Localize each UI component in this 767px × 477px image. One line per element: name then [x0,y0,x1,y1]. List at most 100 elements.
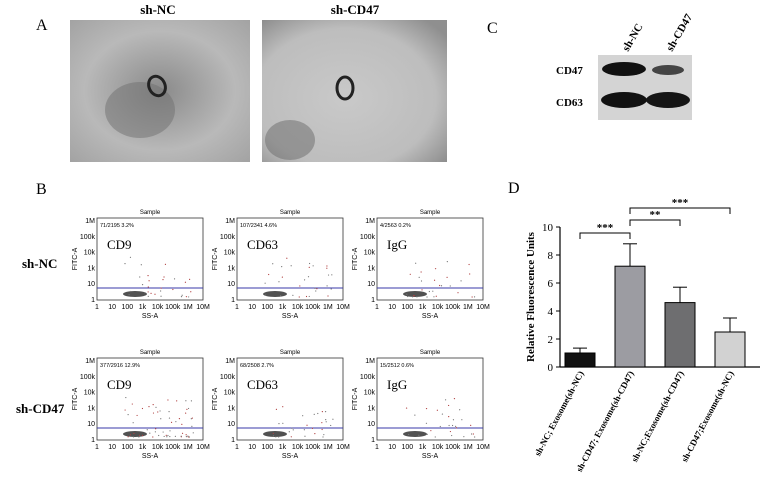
y-tick-label: 0 [548,362,554,374]
y-tick-label: 1M [85,358,95,365]
event-dot [313,413,315,415]
x-axis-label: SS-A [282,453,299,460]
event-dot [449,285,451,287]
y-tick-label: 100k [80,374,96,381]
event-dot [163,435,165,438]
x-tick-label: 1 [375,444,379,451]
event-dot [326,265,328,267]
gate-stat: 377/2916 12.9% [100,363,140,369]
y-tick-label: 1 [91,297,95,304]
event-dot [127,414,129,416]
event-dot [185,400,187,402]
event-dot [168,411,170,413]
event-dot [325,421,327,423]
event-dot [129,256,132,258]
x-tick-label: 1k [279,444,287,451]
event-dot [185,436,188,438]
y-tick-label: 10k [224,250,236,257]
significance-label: *** [672,197,689,209]
x-tick-label: 1k [419,304,427,311]
event-dot [160,418,162,420]
y-tick-label: 100k [360,234,376,241]
event-dot [446,276,448,278]
gate-stat: 107/2341 4.6% [240,223,277,229]
x-tick-label: 10M [476,444,490,451]
y-tick-label: 8 [548,250,554,262]
event-dot [178,418,181,420]
x-tick-label: 10 [108,444,116,451]
event-dot [434,268,437,270]
event-dot [141,407,144,410]
event-dot [411,296,414,298]
y-tick-label: 10k [224,390,236,397]
event-dot [317,412,319,415]
event-dot [141,434,144,437]
event-dot [272,263,274,265]
significance-bracket: *** [579,222,631,239]
event-dot [124,409,126,411]
event-dot [327,295,329,297]
event-dot [282,406,284,408]
event-dot [147,295,149,297]
event-dot [187,407,190,410]
event-dot [444,399,447,401]
event-dot [133,432,135,435]
event-dot [188,296,190,298]
significance-label: *** [597,222,614,234]
event-dot [163,276,165,278]
y-tick-label: 1k [368,405,376,412]
x-tick-label: 10k [432,304,444,311]
event-dot [468,263,470,266]
event-dot [453,398,456,400]
event-dot [470,433,473,435]
x-tick-label: 1k [279,304,287,311]
x-tick-label: 10 [388,444,396,451]
event-dot [152,436,154,438]
y-tick-label: 1M [85,218,95,225]
event-dot [162,431,164,433]
plot-title: Sample [280,350,301,356]
event-dot [471,296,473,298]
event-dot [418,434,420,436]
event-dot [323,434,325,436]
event-dot [291,427,293,429]
event-dot [190,291,192,293]
em-image [262,20,447,162]
event-dot [308,295,310,298]
plot-frame [236,357,344,441]
event-dot [463,436,465,438]
event-dot [132,436,135,438]
event-dot [160,287,162,289]
x-tick-label: 100 [261,444,273,451]
event-dot [159,410,161,412]
y-tick-label: 10k [84,250,96,257]
row-label: CD47 [556,65,583,77]
event-dot [138,434,141,436]
event-dot [286,257,288,259]
event-dot [288,431,290,433]
event-dot [409,273,411,275]
y-axis-label: Relative Fluorescence Units [525,231,537,362]
x-tick-label: 10k [292,444,304,451]
marker-label: IgG [387,237,407,252]
event-dot [451,424,454,427]
event-dot [281,266,283,268]
x-tick-label: 1M [183,304,193,311]
event-dot [449,430,451,433]
event-dot [459,409,461,411]
x-tick-label: 1 [95,304,99,311]
event-dot [326,267,328,269]
y-tick-label: 10 [87,281,95,288]
event-dot [138,436,140,438]
event-dot [170,421,173,423]
y-tick-label: 1 [371,297,375,304]
event-dot [299,285,301,287]
y-axis-label: FITC-A [352,387,359,410]
x-tick-label: 10M [196,304,210,311]
event-dot [189,278,191,281]
x-tick-label: 100k [445,304,461,311]
event-dot [405,407,408,409]
plot-title: Sample [420,210,441,216]
event-dot [144,292,146,294]
marker-label: CD63 [247,377,278,392]
